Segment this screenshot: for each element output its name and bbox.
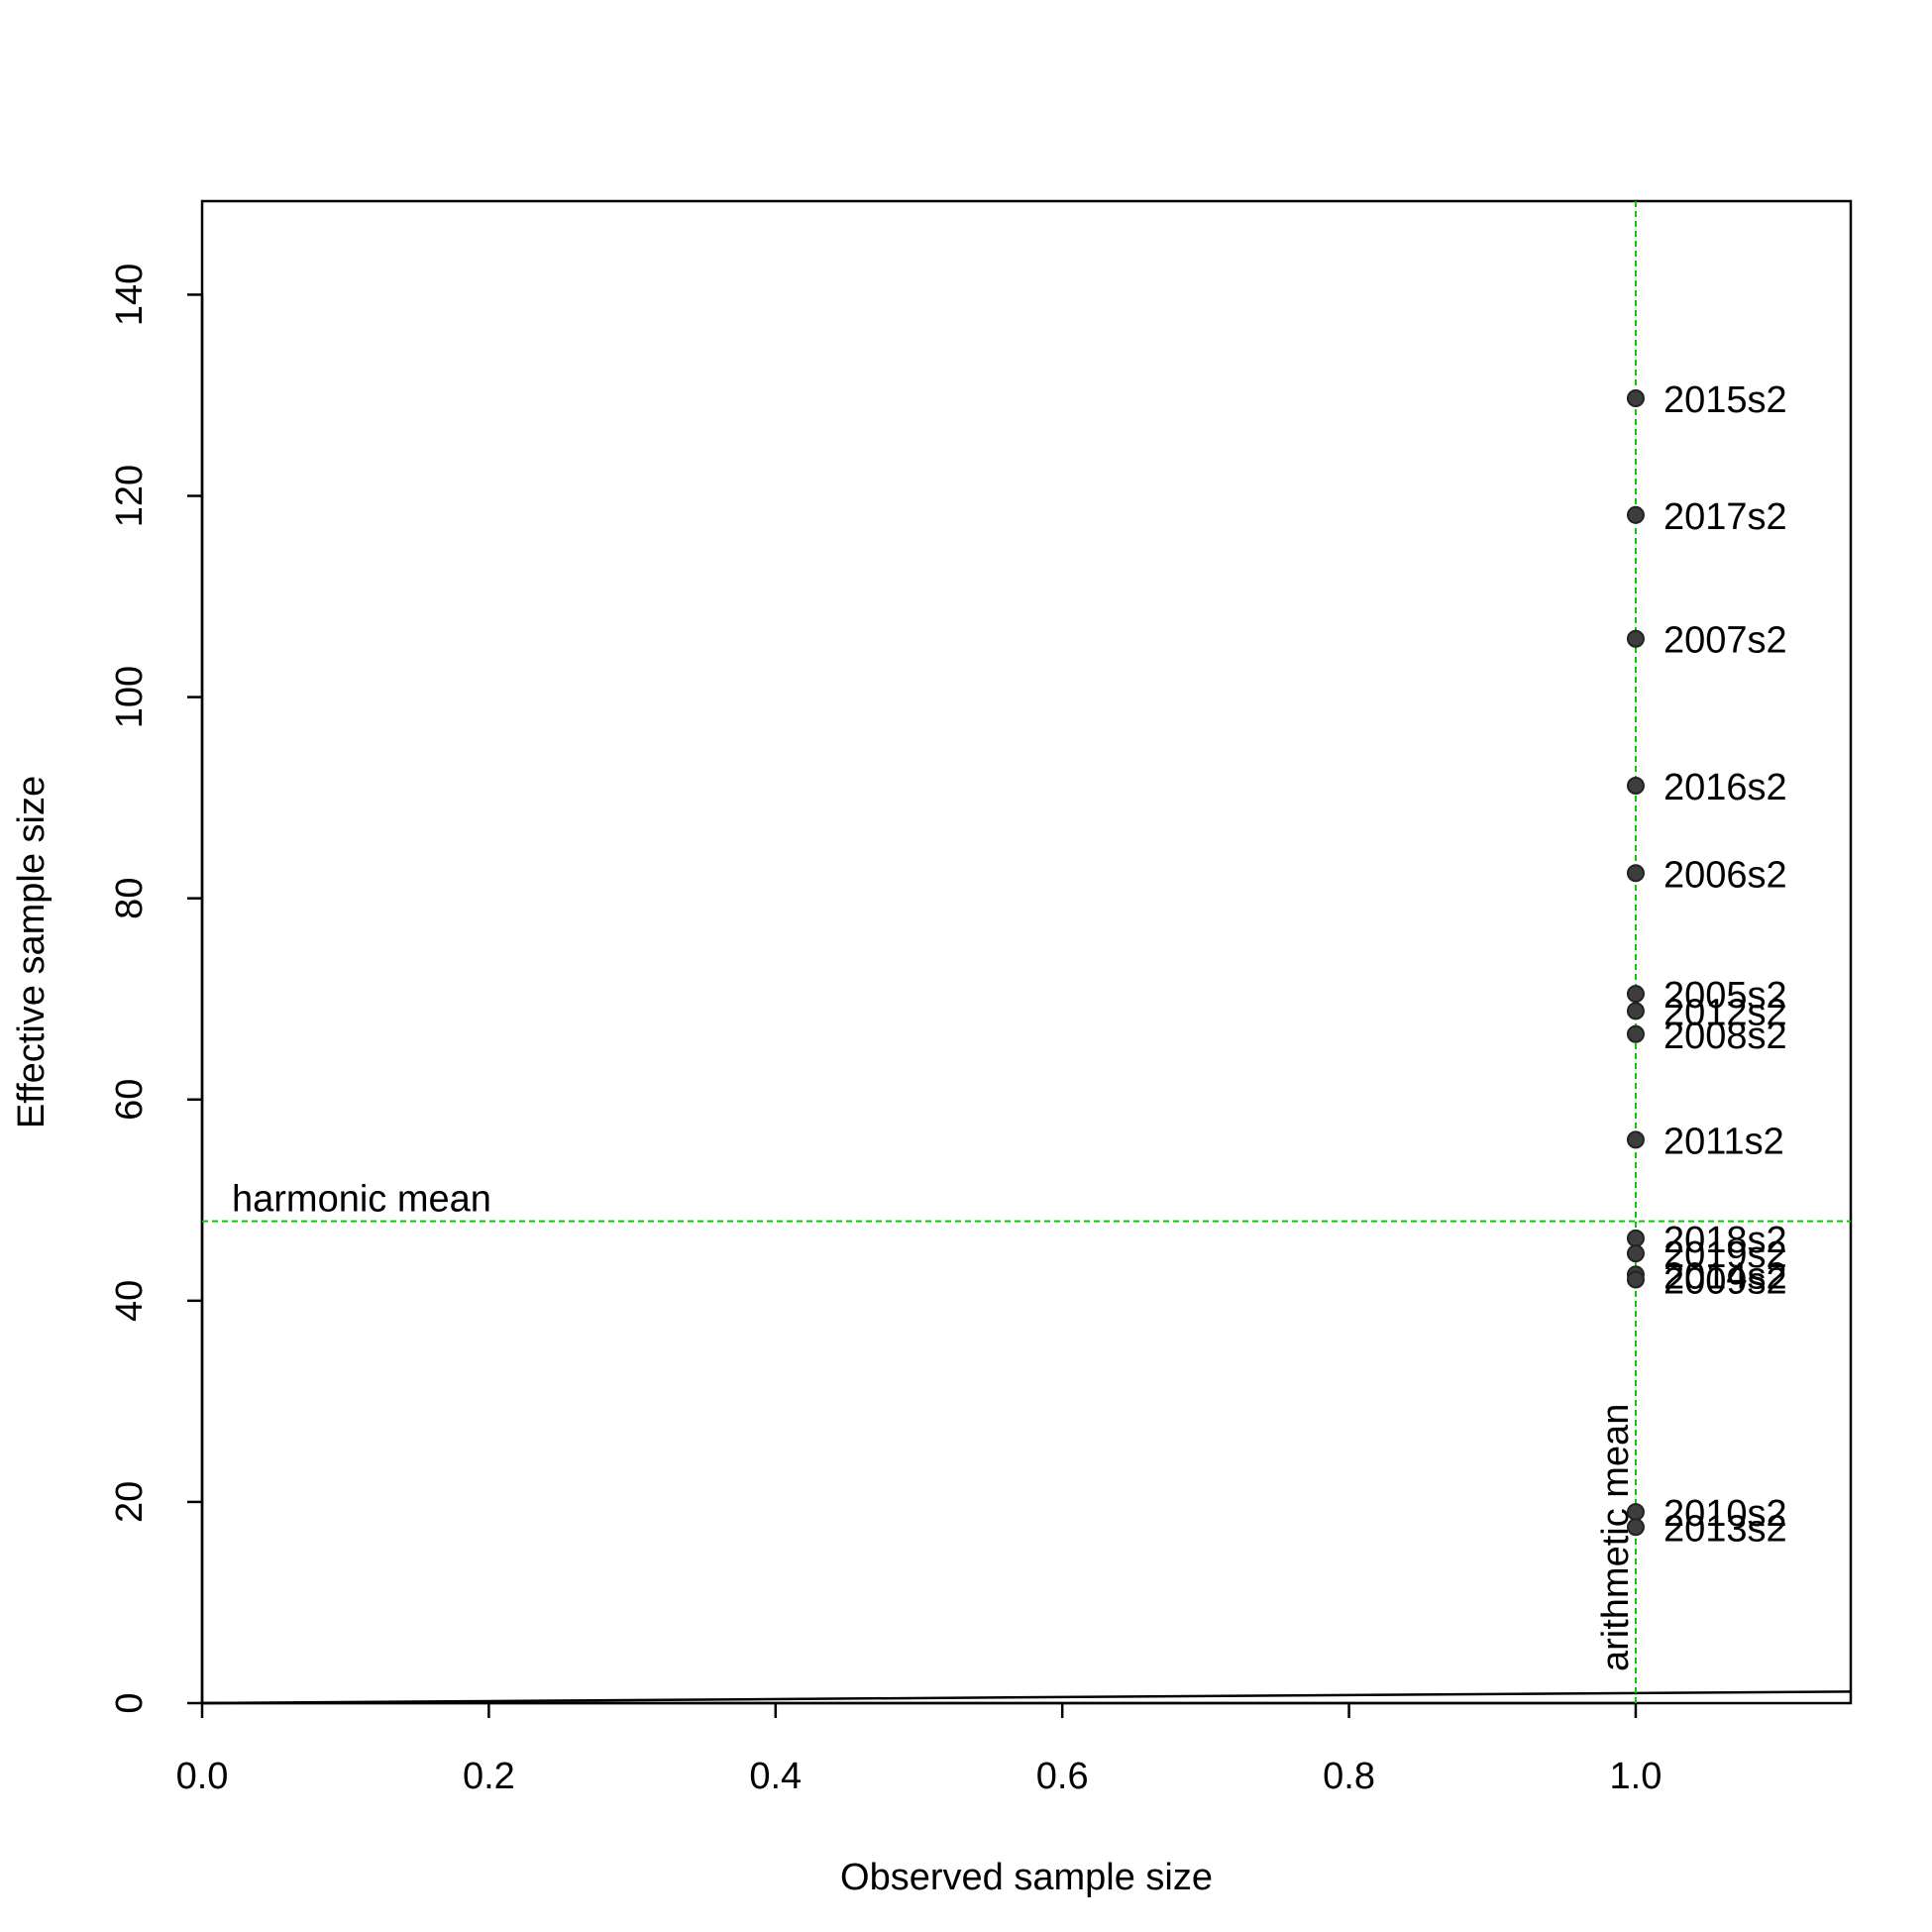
point-label: 2016s2 xyxy=(1664,767,1787,808)
x-tick-label: 0.8 xyxy=(1323,1756,1375,1797)
point-label: 2007s2 xyxy=(1664,620,1787,662)
x-tick-label: 1.0 xyxy=(1610,1756,1663,1797)
point xyxy=(1626,1002,1645,1020)
y-tick-label: 80 xyxy=(109,878,151,919)
x-axis-title: Observed sample size xyxy=(840,1857,1213,1898)
point xyxy=(1626,505,1645,524)
point-label: 2017s2 xyxy=(1664,496,1787,538)
point-label: 2018s2 xyxy=(1664,1220,1787,1261)
point xyxy=(1626,629,1645,648)
point xyxy=(1626,1503,1645,1522)
point xyxy=(1626,1244,1645,1263)
point-label: 2014s2 xyxy=(1664,1255,1787,1297)
point xyxy=(1626,1518,1645,1537)
point xyxy=(1626,1130,1645,1149)
point xyxy=(1626,1270,1645,1289)
point xyxy=(1626,1024,1645,1043)
point xyxy=(1626,864,1645,883)
x-tick-label: 0.2 xyxy=(463,1756,515,1797)
y-tick-label: 0 xyxy=(109,1692,151,1713)
point-label: 2008s2 xyxy=(1664,1016,1787,1057)
y-tick-label: 40 xyxy=(109,1280,151,1322)
arithmetic-mean-label: arithmetic mean xyxy=(1595,1404,1637,1671)
one-to-one-line xyxy=(201,1690,1852,1705)
point xyxy=(1626,985,1645,1004)
point xyxy=(1626,389,1645,408)
point-label: 2005s2 xyxy=(1664,975,1787,1017)
y-tick-label: 120 xyxy=(109,465,151,527)
y-tick-label: 140 xyxy=(109,264,151,326)
point-label: 2006s2 xyxy=(1664,854,1787,896)
point-label: 2015s2 xyxy=(1664,379,1787,421)
point-label: 2011s2 xyxy=(1664,1121,1784,1162)
y-tick-label: 20 xyxy=(109,1481,151,1523)
point-label: 2010s2 xyxy=(1664,1493,1787,1535)
y-axis-title: Effective sample size xyxy=(11,776,53,1128)
point-label: 2012s2 xyxy=(1664,992,1787,1033)
point xyxy=(1626,1229,1645,1247)
y-tick-label: 60 xyxy=(109,1079,151,1121)
x-tick-label: 0.4 xyxy=(749,1756,802,1797)
y-tick-label: 100 xyxy=(109,666,151,728)
point-label: 2019s2 xyxy=(1664,1234,1787,1276)
harmonic-mean-label: harmonic mean xyxy=(232,1179,491,1221)
x-tick-label: 0.0 xyxy=(176,1756,229,1797)
point-label: 2013s2 xyxy=(1664,1508,1787,1550)
point xyxy=(1626,776,1645,795)
point-label: 2009s2 xyxy=(1664,1261,1787,1303)
x-tick-label: 0.6 xyxy=(1036,1756,1089,1797)
